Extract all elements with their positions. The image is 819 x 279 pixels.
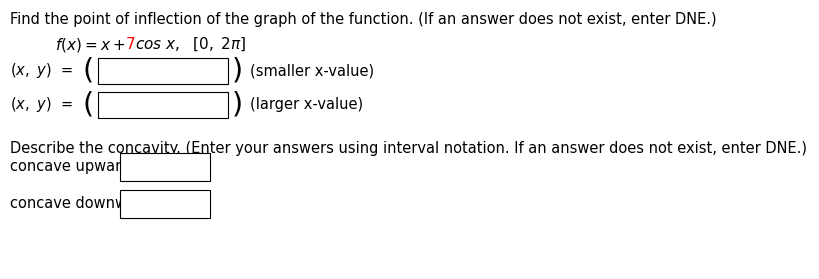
Text: (: ( — [83, 91, 94, 119]
FancyBboxPatch shape — [120, 190, 210, 218]
Text: ): ) — [232, 57, 243, 85]
Text: $\mathit{f(x) = x +}$: $\mathit{f(x) = x +}$ — [55, 36, 125, 54]
Text: $\mathit{7}$: $\mathit{7}$ — [125, 36, 135, 52]
Text: (larger x-value): (larger x-value) — [250, 97, 363, 112]
FancyBboxPatch shape — [98, 58, 228, 84]
Text: (smaller x-value): (smaller x-value) — [250, 64, 374, 78]
Text: Describe the concavity. (Enter your answers using interval notation. If an answe: Describe the concavity. (Enter your answ… — [10, 141, 807, 156]
Text: $\mathit{(x,\ y)}$  =: $\mathit{(x,\ y)}$ = — [10, 61, 73, 81]
Text: concave upward: concave upward — [10, 160, 130, 174]
Text: ): ) — [232, 91, 243, 119]
Text: (: ( — [83, 57, 94, 85]
Text: $\mathit{cos\ x,\ \ [0,\ 2\pi]}$: $\mathit{cos\ x,\ \ [0,\ 2\pi]}$ — [135, 36, 247, 53]
Text: concave downward: concave downward — [10, 196, 152, 211]
FancyBboxPatch shape — [120, 153, 210, 181]
Text: $\mathit{(x,\ y)}$  =: $\mathit{(x,\ y)}$ = — [10, 95, 73, 114]
Text: Find the point of inflection of the graph of the function. (If an answer does no: Find the point of inflection of the grap… — [10, 12, 717, 27]
FancyBboxPatch shape — [98, 92, 228, 118]
